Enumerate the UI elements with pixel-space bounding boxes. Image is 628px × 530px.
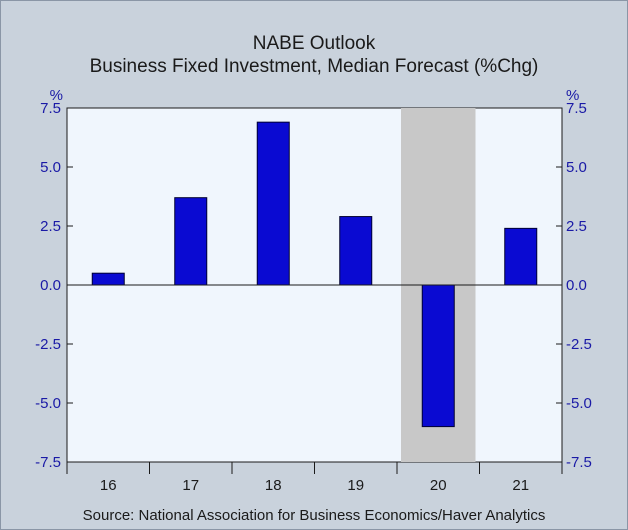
left-y-tick-label: 2.5 [40, 218, 61, 235]
x-tick-label-17: 17 [182, 477, 199, 494]
chart-title: NABE Outlook [252, 33, 376, 54]
left-y-unit-label: % [50, 87, 63, 104]
x-tick-label-19: 19 [347, 477, 364, 494]
x-tick-label-20: 20 [430, 477, 447, 494]
right-y-tick-label: 7.5 [566, 100, 587, 117]
x-tick-label-16: 16 [100, 477, 117, 494]
x-tick-label-18: 18 [265, 477, 282, 494]
bar-21 [504, 227, 538, 286]
bar-17 [174, 197, 208, 286]
chart-subtitle: Business Fixed Investment, Median Foreca… [89, 56, 539, 77]
right-y-tick-label: -7.5 [566, 454, 592, 471]
right-y-tick-label: 0.0 [566, 277, 587, 294]
bar-20 [421, 284, 455, 428]
left-y-tick-label: -7.5 [35, 454, 61, 471]
right-y-tick-label: 2.5 [566, 218, 587, 235]
left-y-tick-label: 0.0 [40, 277, 61, 294]
bar-18 [256, 121, 290, 286]
right-y-tick-label: 5.0 [566, 159, 587, 176]
bar-16 [91, 272, 125, 286]
left-y-tick-label: 5.0 [40, 159, 61, 176]
left-y-tick-label: -2.5 [35, 336, 61, 353]
right-y-unit-label: % [566, 87, 579, 104]
x-tick-label-21: 21 [512, 477, 529, 494]
right-y-tick-label: -5.0 [566, 395, 592, 412]
left-y-tick-label: -5.0 [35, 395, 61, 412]
source-note: Source: National Association for Busines… [82, 507, 546, 524]
right-y-tick-label: -2.5 [566, 336, 592, 353]
bar-19 [339, 216, 373, 286]
left-y-tick-label: 7.5 [40, 100, 61, 117]
